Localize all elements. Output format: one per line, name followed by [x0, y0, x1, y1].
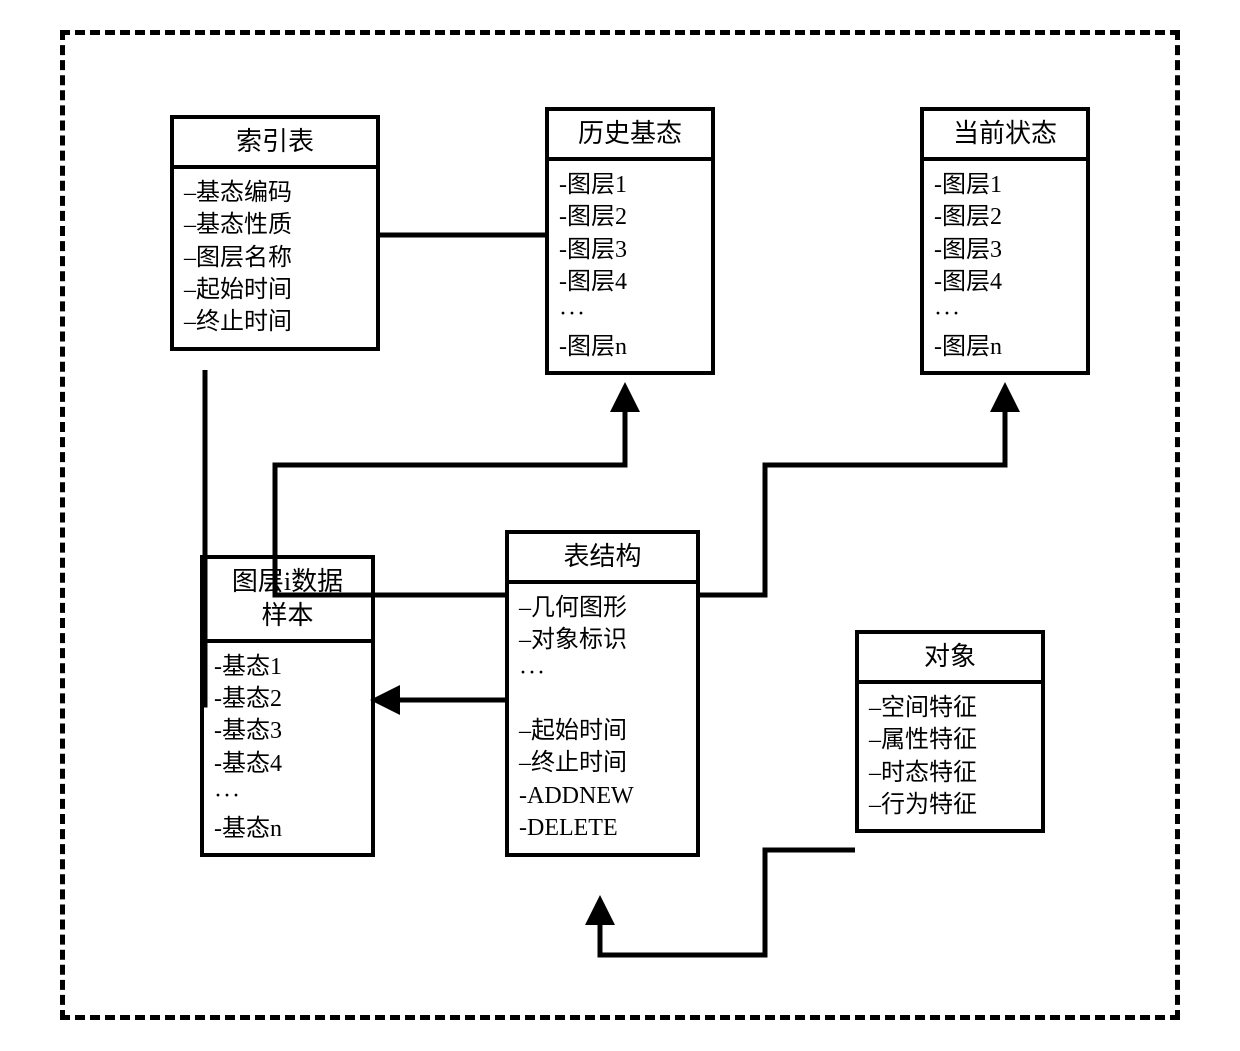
item: –基态编码 — [184, 177, 366, 209]
connector-table_struct-to-current_state — [700, 387, 1005, 595]
item: -ADDNEW — [519, 780, 686, 812]
title-line: 图层i数据 — [232, 567, 343, 596]
item: –几何图形 — [519, 592, 686, 624]
item: –起始时间 — [184, 274, 366, 306]
item: -图层1 — [559, 169, 701, 201]
box-body: –空间特征 –属性特征 –时态特征 –行为特征 — [859, 684, 1041, 830]
item: -图层2 — [559, 201, 701, 233]
connector-object-to-table_struct — [600, 850, 855, 955]
item-ellipsis: ··· — [559, 298, 701, 330]
item: -图层n — [559, 331, 701, 363]
item: –起始时间 — [519, 715, 686, 747]
box-title: 历史基态 — [549, 111, 711, 161]
item: -图层3 — [559, 234, 701, 266]
item: -基态2 — [214, 683, 361, 715]
box-layer-sample: 图层i数据 样本 -基态1 -基态2 -基态3 -基态4 ··· -基态n — [200, 555, 375, 857]
box-body: -基态1 -基态2 -基态3 -基态4 ··· -基态n — [204, 643, 371, 853]
box-body: -图层1 -图层2 -图层3 -图层4 ··· -图层n — [924, 161, 1086, 371]
box-title: 索引表 — [174, 119, 376, 169]
item-ellipsis: ··· — [934, 298, 1076, 330]
item: –对象标识 — [519, 624, 686, 656]
item: –时态特征 — [869, 757, 1031, 789]
box-history-base: 历史基态 -图层1 -图层2 -图层3 -图层4 ··· -图层n — [545, 107, 715, 375]
item: –终止时间 — [184, 306, 366, 338]
box-title: 表结构 — [509, 534, 696, 584]
box-title: 当前状态 — [924, 111, 1086, 161]
item: -图层n — [934, 331, 1076, 363]
box-current-state: 当前状态 -图层1 -图层2 -图层3 -图层4 ··· -图层n — [920, 107, 1090, 375]
item: –行为特征 — [869, 789, 1031, 821]
item: -图层1 — [934, 169, 1076, 201]
item: -图层4 — [559, 266, 701, 298]
item: -DELETE — [519, 812, 686, 844]
title-line: 样本 — [261, 601, 313, 630]
item: -图层3 — [934, 234, 1076, 266]
item: –属性特征 — [869, 724, 1031, 756]
item: -基态1 — [214, 651, 361, 683]
box-object: 对象 –空间特征 –属性特征 –时态特征 –行为特征 — [855, 630, 1045, 833]
item-ellipsis: ··· — [214, 780, 361, 812]
item: –终止时间 — [519, 747, 686, 779]
box-body: –几何图形 –对象标识 ··· –起始时间 –终止时间 -ADDNEW -DEL… — [509, 584, 696, 853]
item: –基态性质 — [184, 209, 366, 241]
item: -基态4 — [214, 748, 361, 780]
item: –空间特征 — [869, 692, 1031, 724]
box-title: 对象 — [859, 634, 1041, 684]
box-index-table: 索引表 –基态编码 –基态性质 –图层名称 –起始时间 –终止时间 — [170, 115, 380, 351]
item: -基态n — [214, 813, 361, 845]
box-body: -图层1 -图层2 -图层3 -图层4 ··· -图层n — [549, 161, 711, 371]
diagram-container: 索引表 –基态编码 –基态性质 –图层名称 –起始时间 –终止时间 历史基态 -… — [60, 30, 1180, 1020]
box-title: 图层i数据 样本 — [204, 559, 371, 643]
item: -基态3 — [214, 715, 361, 747]
item: –图层名称 — [184, 242, 366, 274]
box-body: –基态编码 –基态性质 –图层名称 –起始时间 –终止时间 — [174, 169, 376, 347]
spacer — [519, 689, 686, 715]
item: -图层2 — [934, 201, 1076, 233]
item: -图层4 — [934, 266, 1076, 298]
item-ellipsis: ··· — [519, 657, 686, 689]
box-table-struct: 表结构 –几何图形 –对象标识 ··· –起始时间 –终止时间 -ADDNEW … — [505, 530, 700, 857]
